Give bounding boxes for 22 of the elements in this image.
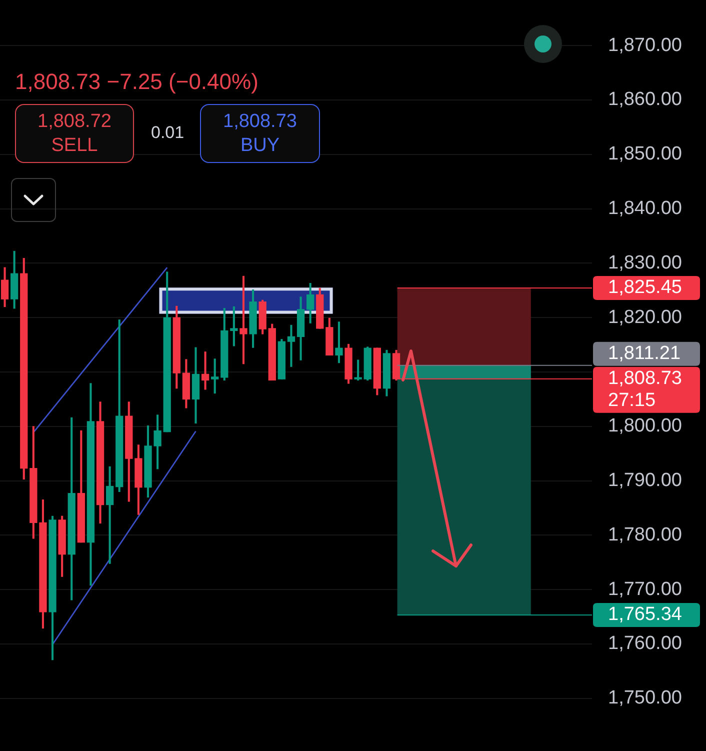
ref-line-label: 1,825.45 [608,277,682,298]
ref-line-label: 1,811.21 [608,343,681,364]
ref-line-label: 1,765.34 [608,604,682,626]
ref-line-label: 1,808.73 27:15 [608,368,682,412]
y-tick-label: 1,790.00 [608,470,682,492]
y-tick-label: 1,760.00 [608,633,682,654]
y-tick-label: 1,830.00 [608,252,682,274]
y-tick-label: 1,860.00 [608,89,682,110]
y-tick-label: 1,840.00 [608,198,682,220]
annotation: 1,808.72 SELL [36,110,112,158]
y-tick-label: 1,780.00 [608,524,682,546]
y-tick-label: 1,770.00 [608,578,682,600]
y-tick-label: 1,850.00 [608,144,682,165]
y-tick-label: 1,820.00 [608,306,682,328]
y-tick-label: 1,800.00 [608,416,682,437]
candlestick [287,324,296,367]
y-tick-label: 1,750.00 [608,688,682,709]
text: 1,808.73 −7.25 (−0.40%) [15,68,258,96]
y-tick-label: 1,870.00 [608,34,682,56]
annotation: 0.01 [151,123,184,143]
candlestick [240,276,248,364]
annotation: 1,808.73 BUY [222,110,298,158]
